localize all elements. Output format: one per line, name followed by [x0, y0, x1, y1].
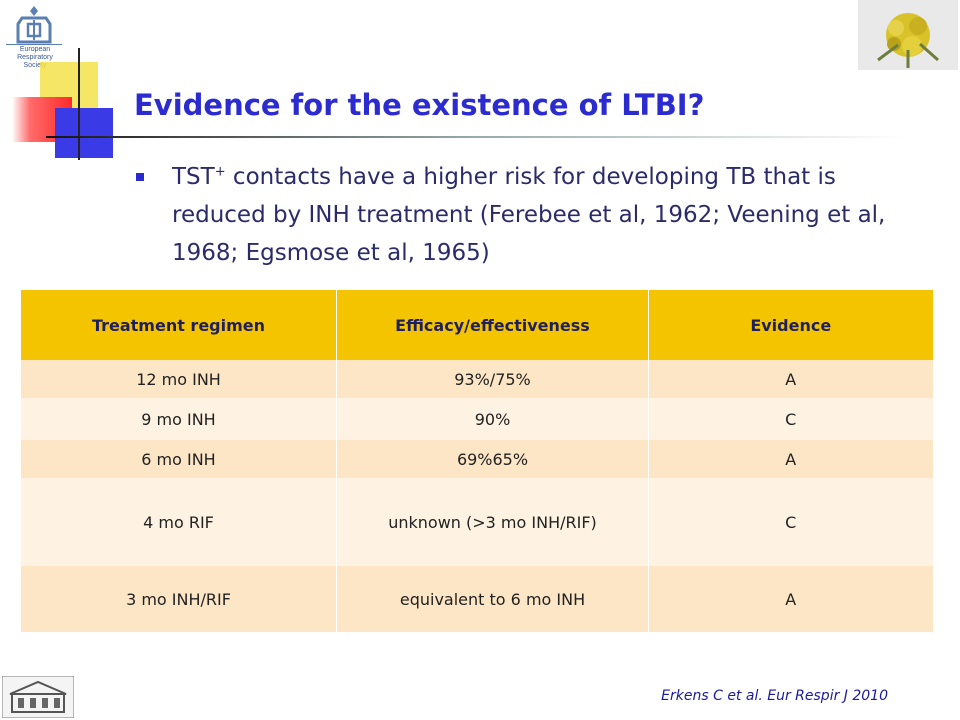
building-logo-icon — [2, 676, 74, 718]
table-row: 9 mo INH 90% C — [20, 398, 933, 440]
decor-blue-square — [55, 108, 113, 158]
table-row: 4 mo RIF unknown (>3 mo INH/RIF) C — [20, 478, 933, 566]
treatment-table: Treatment regimen Efficacy/effectiveness… — [20, 290, 933, 632]
cell-efficacy: 90% — [336, 398, 649, 440]
ers-logo-line-1: European Respiratory — [17, 46, 53, 61]
header-evidence: Evidence — [648, 290, 933, 360]
cell-regimen: 12 mo INH — [20, 360, 337, 398]
cell-efficacy: equivalent to 6 mo INH — [336, 566, 649, 632]
cell-evidence: A — [648, 360, 933, 398]
bullet-prefix: TST — [172, 164, 215, 190]
cell-evidence: A — [648, 566, 933, 632]
title-underline — [46, 136, 906, 138]
bullet-text: contacts have a higher risk for developi… — [172, 164, 886, 266]
cell-evidence: C — [648, 478, 933, 566]
header-treatment-regimen: Treatment regimen — [20, 290, 337, 360]
table-header-row: Treatment regimen Efficacy/effectiveness… — [20, 290, 933, 360]
cell-efficacy: 69%65% — [336, 440, 649, 478]
table-row: 6 mo INH 69%65% A — [20, 440, 933, 478]
cell-regimen: 4 mo RIF — [20, 478, 337, 566]
cell-evidence: A — [648, 440, 933, 478]
header-efficacy: Efficacy/effectiveness — [336, 290, 649, 360]
ers-logo-line-2: Society — [23, 62, 47, 69]
slide-title: Evidence for the existence of LTBI? — [134, 88, 705, 122]
decor-vertical-rule — [78, 48, 80, 160]
square-bullet-icon — [136, 173, 144, 181]
table-row: 3 mo INH/RIF equivalent to 6 mo INH A — [20, 566, 933, 632]
cell-regimen: 9 mo INH — [20, 398, 337, 440]
bullet-item: TST+ contacts have a higher risk for dev… — [132, 158, 892, 272]
cell-evidence: C — [648, 398, 933, 440]
mimosa-flower-image — [858, 0, 958, 70]
cell-regimen: 6 mo INH — [20, 440, 337, 478]
cell-regimen: 3 mo INH/RIF — [20, 566, 337, 632]
cell-efficacy: 93%/75% — [336, 360, 649, 398]
bullet-list: TST+ contacts have a higher risk for dev… — [132, 158, 892, 272]
bullet-superscript: + — [214, 164, 226, 180]
ers-logo-emblem-icon — [6, 6, 62, 45]
table-row: 12 mo INH 93%/75% A — [20, 360, 933, 398]
cell-efficacy: unknown (>3 mo INH/RIF) — [336, 478, 649, 566]
ers-logo-text: European Respiratory Society — [2, 46, 68, 70]
citation: Erkens C et al. Eur Respir J 2010 — [661, 688, 888, 704]
